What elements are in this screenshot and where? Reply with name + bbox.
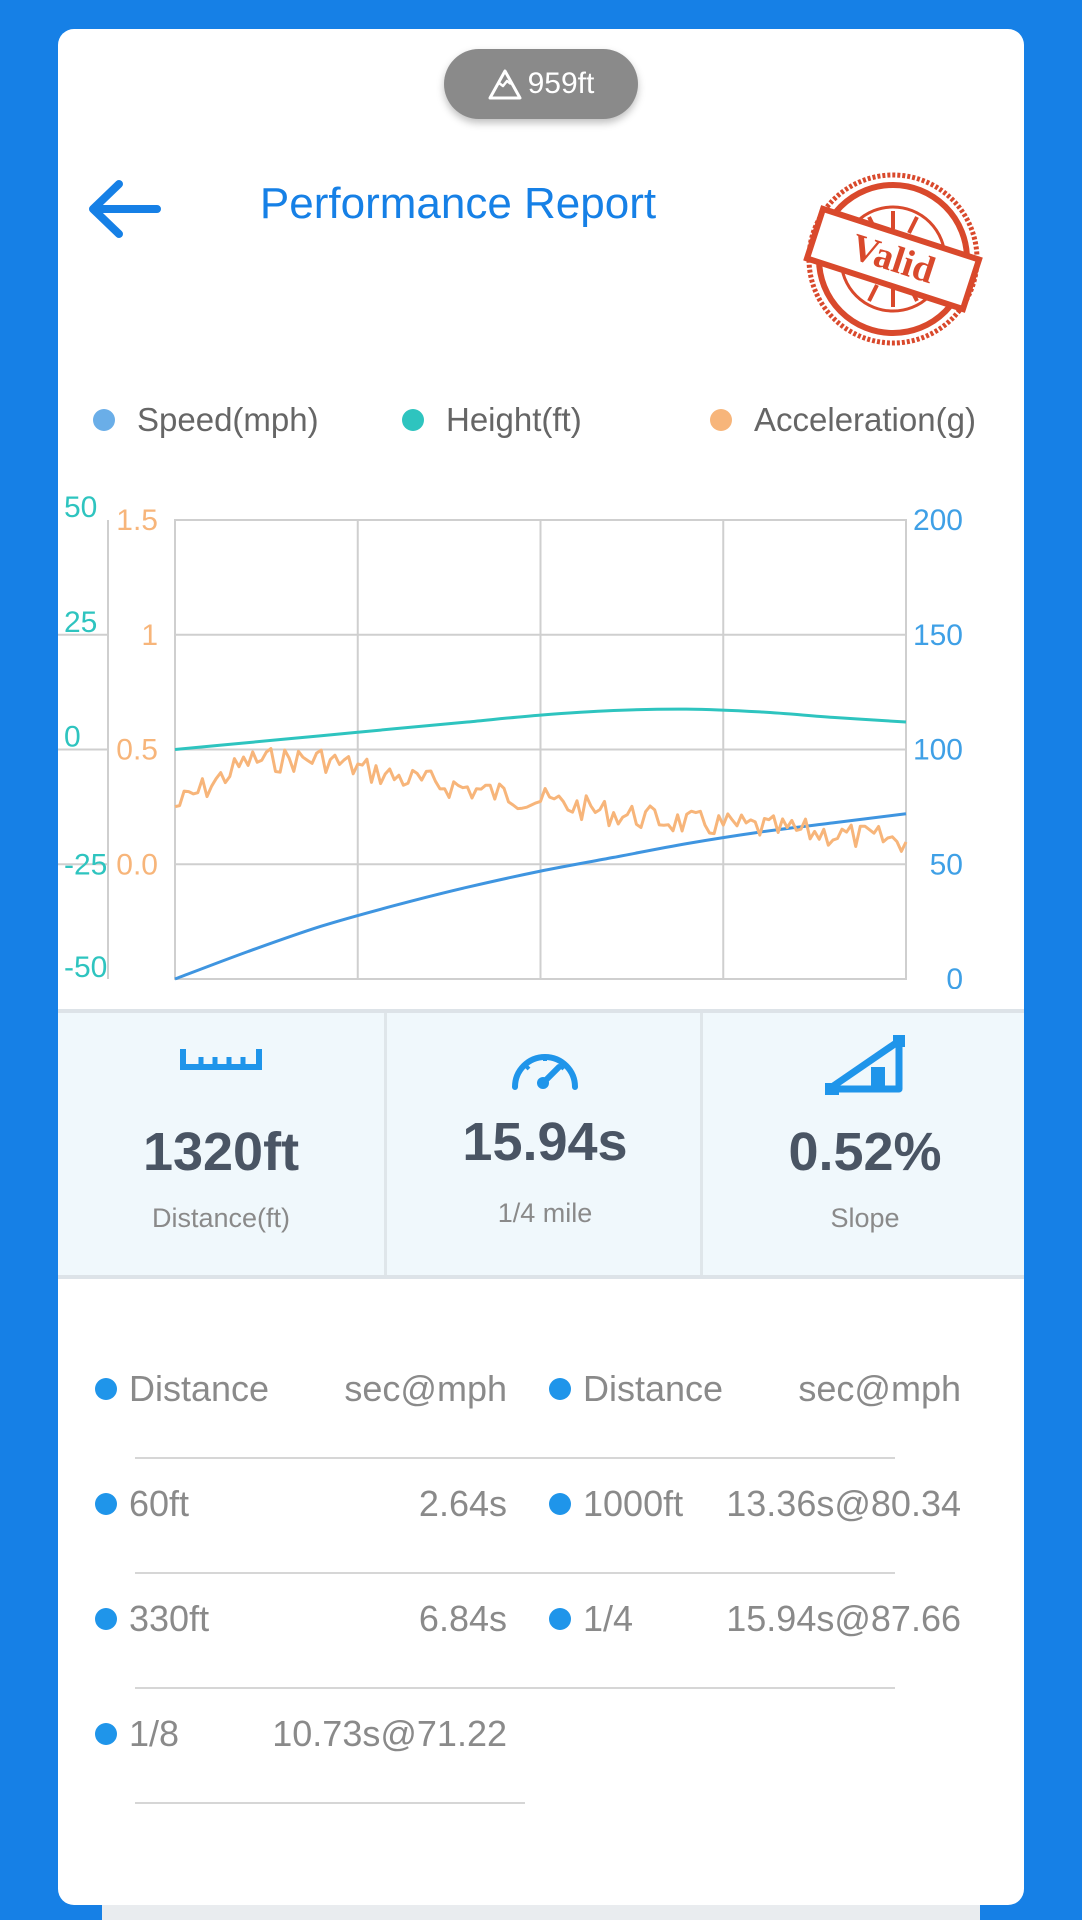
accel-tick-label: 0.5 — [116, 734, 158, 767]
bullet-icon — [95, 1378, 117, 1400]
split-330ft: 330ft 6.84s — [95, 1589, 507, 1649]
legend-height-label: Height(ft) — [446, 401, 582, 438]
split-1000ft: 1000ft 13.36s@80.34 — [549, 1474, 961, 1534]
speed-tick-label: 100 — [913, 734, 963, 767]
bottom-strip — [102, 1905, 980, 1920]
split-row: 1/8 10.73s@71.22 — [58, 1704, 1024, 1784]
accel-series-line — [174, 747, 908, 853]
stats-row: 1320ft Distance(ft) 15.94s 1/4 mile 0.52… — [58, 1009, 1024, 1279]
legend-height: Height(ft) — [402, 401, 582, 439]
acceleration-dot-icon — [710, 409, 732, 431]
speed-dot-icon — [93, 409, 115, 431]
report-card: 959ft Performance Report Valid Speed(mph… — [58, 29, 1024, 1905]
stat-slope: 0.52% Slope — [700, 1013, 1024, 1275]
height-series-line — [174, 707, 907, 751]
split-header-right: Distance sec@mph — [549, 1359, 961, 1419]
speed-tick-label: 50 — [930, 848, 963, 881]
back-arrow-icon — [89, 180, 161, 238]
divider — [135, 1687, 895, 1689]
speed-tick-label: 0 — [946, 963, 963, 989]
speed-tick-label: 150 — [913, 619, 963, 652]
split-quarter: 1/4 15.94s@87.66 — [549, 1589, 961, 1649]
bullet-icon — [95, 1723, 117, 1745]
slope-value: 0.52% — [788, 1122, 942, 1182]
quarter-mile-value: 15.94s — [462, 1112, 628, 1172]
height-tick-label: -25 — [64, 848, 107, 881]
distance-label: Distance(ft) — [151, 1203, 291, 1233]
bullet-icon — [549, 1608, 571, 1630]
splits-header: Distance sec@mph Distance sec@mph — [58, 1359, 1024, 1439]
split-row: 330ft 6.84s 1/4 15.94s@87.66 — [58, 1589, 1024, 1669]
divider — [135, 1572, 895, 1574]
bullet-icon — [95, 1493, 117, 1515]
stat-quarter-mile: 15.94s 1/4 mile — [384, 1013, 703, 1275]
chart-legend: Speed(mph) Height(ft) Acceleration(g) — [58, 401, 1024, 451]
stat-distance: 1320ft Distance(ft) — [58, 1013, 384, 1275]
altitude-badge: 959ft — [444, 49, 638, 119]
legend-acceleration-label: Acceleration(g) — [754, 401, 976, 438]
legend-speed-label: Speed(mph) — [137, 401, 319, 438]
distance-value: 1320ft — [142, 1122, 300, 1182]
height-dot-icon — [402, 409, 424, 431]
split-60ft: 60ft 2.64s — [95, 1474, 507, 1534]
split-row: 60ft 2.64s 1000ft 13.36s@80.34 — [58, 1474, 1024, 1554]
divider — [135, 1457, 895, 1459]
altitude-value: 959ft — [527, 67, 595, 100]
slope-icon — [825, 1035, 905, 1095]
mountain-icon — [488, 69, 522, 100]
bullet-icon — [549, 1493, 571, 1515]
accel-tick-label: 1 — [141, 619, 158, 652]
height-tick-label: 25 — [64, 606, 97, 639]
divider — [135, 1802, 525, 1804]
slope-label: Slope — [830, 1203, 900, 1233]
ruler-icon — [180, 1049, 262, 1070]
bullet-icon — [549, 1378, 571, 1400]
height-tick-label: 50 — [64, 491, 97, 524]
back-button[interactable] — [84, 169, 164, 249]
speed-series-line — [174, 812, 907, 981]
quarter-mile-label: 1/4 mile — [497, 1198, 593, 1228]
valid-stamp: Valid — [803, 172, 983, 346]
legend-acceleration: Acceleration(g) — [710, 401, 976, 439]
bullet-icon — [95, 1608, 117, 1630]
page-title: Performance Report — [259, 179, 657, 228]
performance-chart: 50 25 0 -25 -50 1.5 1 0.5 0.0 200 150 100 50 0 — [58, 491, 963, 989]
speedometer-icon — [512, 1054, 578, 1090]
height-tick-label: 0 — [64, 721, 81, 754]
split-header-left: Distance sec@mph — [95, 1359, 507, 1419]
height-tick-label: -50 — [64, 951, 107, 984]
accel-tick-label: 1.5 — [116, 504, 158, 537]
speed-tick-label: 200 — [913, 504, 963, 537]
accel-tick-label: 0.0 — [116, 848, 158, 881]
legend-speed: Speed(mph) — [93, 401, 319, 439]
split-eighth: 1/8 10.73s@71.22 — [95, 1704, 507, 1764]
